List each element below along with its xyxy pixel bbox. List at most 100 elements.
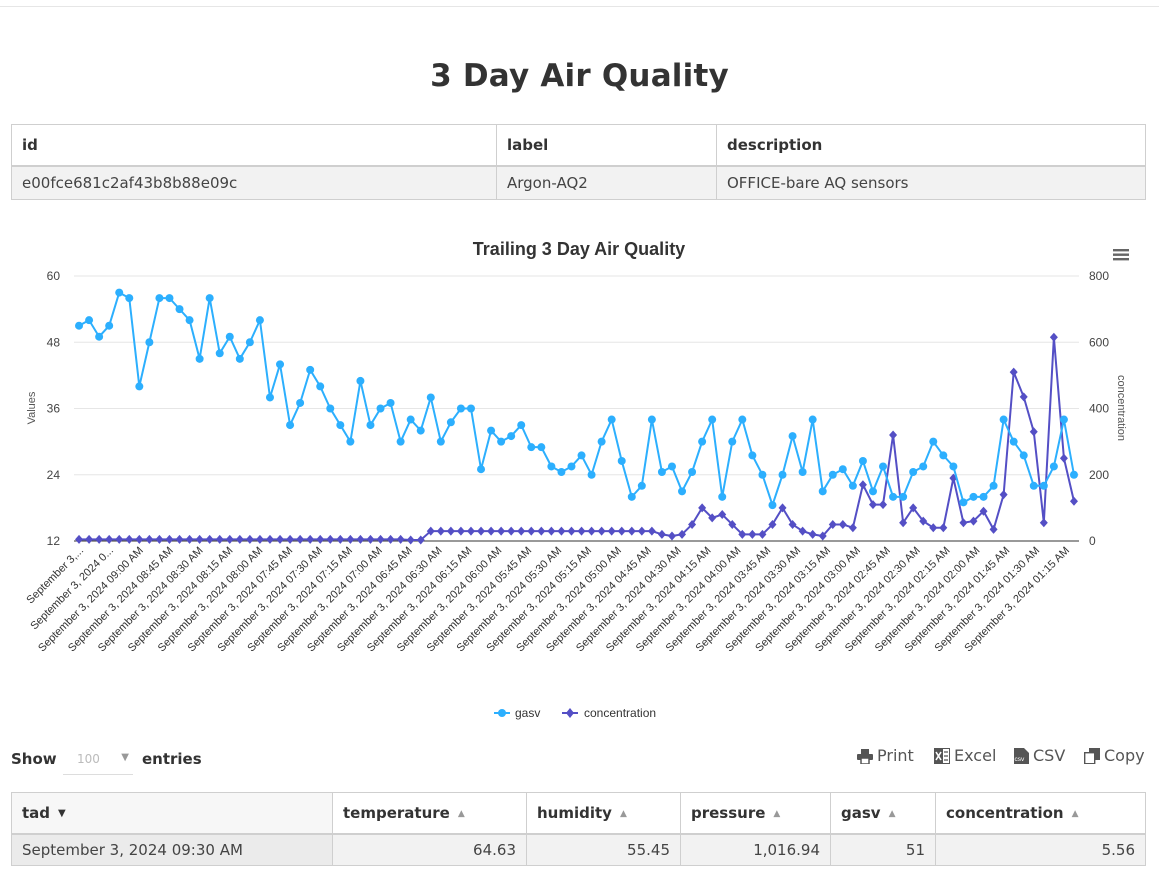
data-point-concentration — [567, 526, 576, 536]
readings-table: tad ▼ temperature ▲ humidity ▲ pressure ▲ ga… — [11, 792, 1146, 866]
humidity-header-label: humidity — [537, 804, 612, 822]
csv-icon-text: csv — [1015, 756, 1026, 763]
data-point-concentration — [336, 534, 345, 544]
legend-gasv-label: gasv — [515, 706, 540, 720]
left-y-tick-label: 36 — [47, 402, 61, 416]
left-y-tick-label: 12 — [47, 534, 61, 548]
data-point-gasv — [165, 294, 174, 303]
data-point-gasv — [667, 462, 676, 471]
data-point-concentration — [617, 526, 626, 536]
data-point-concentration — [296, 534, 305, 544]
series-gasv — [75, 288, 1078, 510]
data-point-gasv — [657, 467, 666, 476]
data-point-gasv — [487, 426, 496, 435]
data-point-gasv — [949, 462, 958, 471]
data-point-concentration — [808, 529, 817, 539]
data-point-concentration — [436, 526, 445, 536]
data-point-gasv — [406, 415, 415, 424]
data-point-gasv — [416, 426, 425, 435]
column-header-pressure[interactable]: pressure ▲ — [680, 792, 831, 835]
data-point-gasv — [597, 437, 606, 446]
data-point-gasv — [1059, 415, 1068, 424]
data-point-gasv — [75, 321, 84, 330]
data-point-concentration — [848, 523, 857, 533]
table-controls: Show 100 ▼ entries Print Excel csv CSV C… — [11, 740, 1145, 780]
data-point-concentration — [698, 503, 707, 513]
data-point-gasv — [989, 481, 998, 490]
data-point-concentration — [1059, 453, 1068, 463]
column-header-concentration[interactable]: concentration ▲ — [935, 792, 1146, 835]
data-point-gasv — [637, 481, 646, 490]
data-point-concentration — [577, 526, 586, 536]
data-point-concentration — [537, 526, 546, 536]
data-point-concentration — [607, 526, 616, 536]
legend-item-concentration[interactable]: concentration — [562, 706, 656, 720]
data-point-gasv — [195, 354, 204, 363]
data-point-gasv — [1019, 451, 1028, 460]
column-header-humidity[interactable]: humidity ▲ — [526, 792, 681, 835]
air-quality-chart: Trailing 3 Day Air Quality 12 24 36 48 60 0 2… — [24, 239, 1134, 720]
data-point-gasv — [346, 437, 355, 446]
data-point-concentration — [969, 516, 978, 526]
data-point-gasv — [627, 492, 636, 501]
entries-length-select[interactable]: 100 ▼ — [63, 744, 133, 775]
data-point-concentration — [346, 534, 355, 544]
column-header-temperature[interactable]: temperature ▲ — [332, 792, 527, 835]
data-point-concentration — [326, 534, 335, 544]
data-point-gasv — [587, 470, 596, 479]
column-header-gasv[interactable]: gasv ▲ — [830, 792, 936, 835]
data-point-concentration — [818, 531, 827, 541]
data-point-concentration — [115, 534, 124, 544]
copy-button[interactable]: Copy — [1083, 746, 1145, 765]
data-point-gasv — [527, 443, 536, 452]
cell-pressure: 1,016.94 — [680, 833, 831, 866]
copy-icon — [1083, 748, 1100, 765]
print-button[interactable]: Print — [857, 746, 914, 765]
data-point-gasv — [617, 456, 626, 465]
print-icon — [857, 749, 873, 765]
pressure-header-label: pressure — [691, 804, 766, 822]
data-point-concentration — [708, 513, 717, 523]
data-point-gasv — [125, 294, 134, 303]
data-point-gasv — [537, 443, 546, 452]
data-point-concentration — [858, 480, 867, 490]
right-y-tick-label: 0 — [1089, 534, 1096, 548]
data-point-gasv — [567, 462, 576, 471]
data-point-gasv — [838, 465, 847, 474]
sort-asc-icon: ▲ — [888, 809, 896, 819]
data-point-concentration — [979, 506, 988, 516]
csv-button[interactable]: csv CSV — [1013, 746, 1065, 765]
chart-menu-icon[interactable] — [1108, 242, 1134, 264]
print-label: Print — [877, 746, 914, 765]
excel-button[interactable]: Excel — [934, 746, 996, 765]
legend-concentration-label: concentration — [584, 706, 656, 720]
data-point-gasv — [185, 316, 194, 325]
data-point-concentration — [376, 534, 385, 544]
x-axis-labels: September 3,...September 3, 2024 0...Sep… — [24, 545, 1072, 655]
cell-gasv: 51 — [830, 833, 936, 866]
data-point-gasv — [1049, 462, 1058, 471]
column-header-tad[interactable]: tad ▼ — [11, 792, 333, 835]
data-point-concentration — [788, 519, 797, 529]
device-info-row: e00fce681c2af43b8b88e09c Argon-AQ2 OFFIC… — [11, 165, 1146, 200]
cell-concentration: 5.56 — [935, 833, 1146, 866]
data-point-concentration — [1019, 392, 1028, 402]
data-point-gasv — [155, 294, 164, 303]
excel-icon — [934, 748, 950, 764]
legend-concentration-marker — [566, 708, 574, 718]
data-point-gasv — [205, 294, 214, 303]
data-point-concentration — [959, 518, 968, 528]
data-point-concentration — [798, 526, 807, 536]
data-point-concentration — [909, 503, 918, 513]
data-point-concentration — [466, 526, 475, 536]
readings-header-row: tad ▼ temperature ▲ humidity ▲ pressure ▲ ga… — [11, 792, 1146, 835]
chart-gridlines — [74, 275, 1079, 476]
series-concentration — [75, 332, 1078, 545]
data-point-gasv — [316, 382, 325, 391]
data-point-gasv — [748, 451, 757, 460]
left-y-axis: 12 24 36 48 60 — [47, 269, 61, 548]
data-point-concentration — [356, 534, 365, 544]
data-point-concentration — [446, 526, 455, 536]
legend-item-gasv[interactable]: gasv — [494, 706, 540, 720]
data-point-gasv — [477, 465, 486, 474]
